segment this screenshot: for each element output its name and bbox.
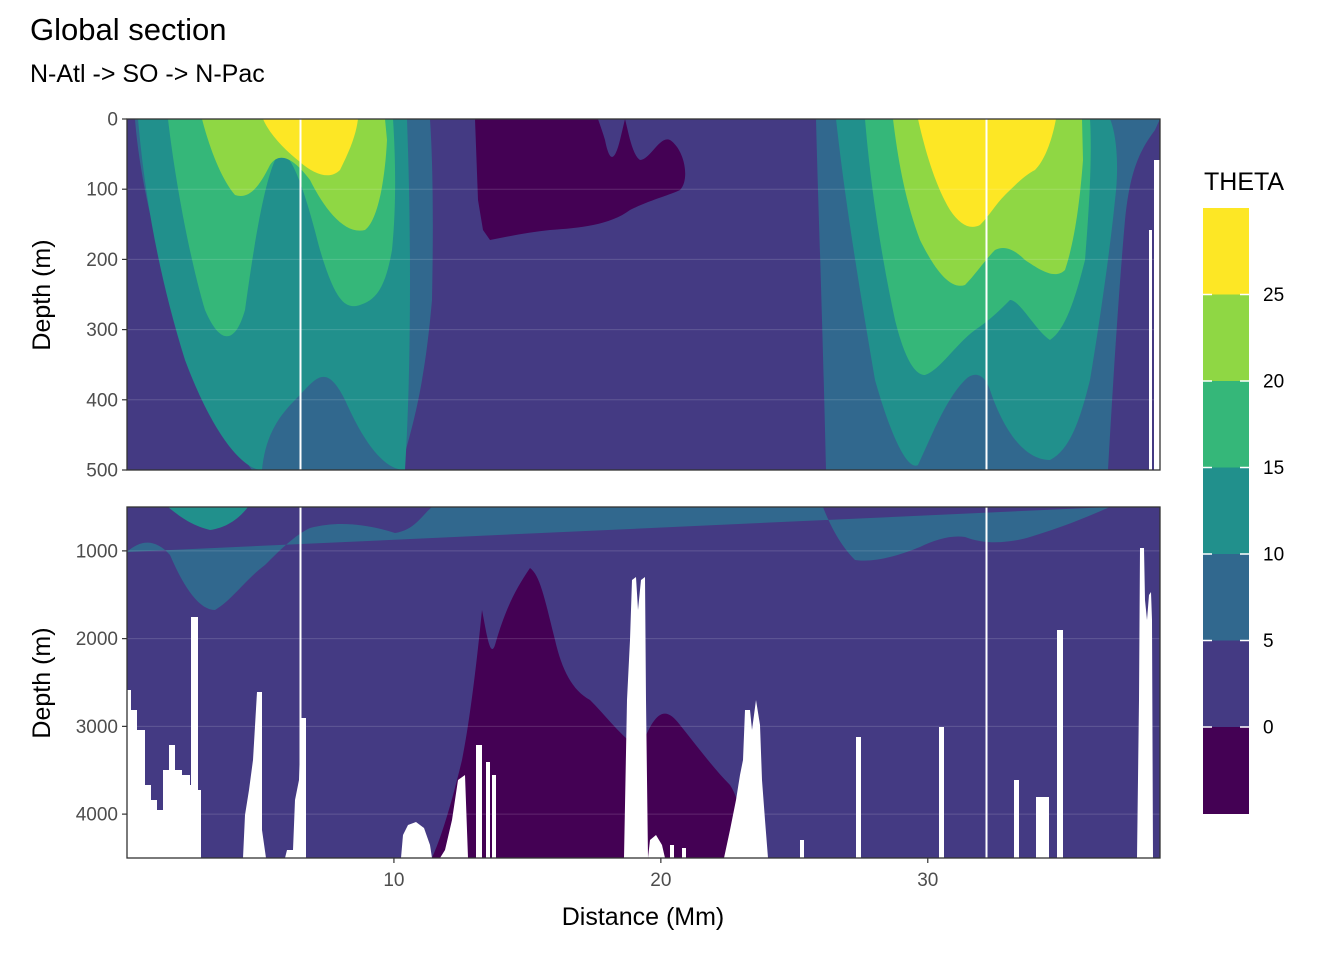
- legend-color-band: [1203, 640, 1249, 728]
- bathymetry-mask: [1014, 780, 1019, 858]
- legend-label: 0: [1263, 718, 1274, 739]
- legend-label: 20: [1263, 372, 1284, 393]
- legend-label: 10: [1263, 545, 1284, 566]
- lower-theta-5: [127, 507, 1110, 610]
- upper-mask-strip: [1149, 230, 1152, 470]
- bathymetry-mask: [191, 617, 198, 790]
- bathymetry-mask: [476, 745, 482, 858]
- bathymetry-mask: [486, 762, 490, 858]
- legend-color-band: [1203, 381, 1249, 468]
- bathymetry-mask: [1137, 548, 1153, 858]
- bathymetry-mask: [624, 577, 648, 858]
- lower-panel: 1000 2000 3000 4000: [76, 506, 1161, 859]
- lower-theta-10: [168, 507, 248, 530]
- lower-y-tick-label: 4000: [76, 805, 118, 826]
- upper-panel-border: [126, 118, 1161, 471]
- upper-y-tick-label: 400: [86, 390, 118, 411]
- bathymetry-mask: [648, 835, 665, 858]
- bathymetry-mask: [127, 690, 201, 858]
- legend-color-band: [1203, 467, 1249, 555]
- lower-y-tick-label: 2000: [76, 629, 118, 650]
- legend-color-band: [1203, 727, 1249, 814]
- x-axis: 10 20 30: [383, 858, 938, 891]
- lower-panel-border: [126, 506, 1161, 859]
- bathymetry-mask: [856, 737, 861, 858]
- bathymetry-mask: [1057, 630, 1063, 858]
- bathymetry-mask: [243, 692, 266, 858]
- lower-y-tick-label: 3000: [76, 717, 118, 738]
- upper-y-tick-label: 300: [86, 320, 118, 341]
- upper-y-tick-label: 100: [86, 180, 118, 201]
- lower-y-axis-title: Depth (m): [28, 627, 56, 738]
- x-tick-label: 20: [650, 870, 671, 891]
- upper-so-theta-0: [475, 119, 686, 240]
- upper-natl-theta-25: [263, 119, 358, 176]
- legend-label: 15: [1263, 458, 1284, 479]
- upper-y-tick-label: 500: [86, 461, 118, 482]
- bathymetry-mask: [682, 848, 686, 858]
- bathymetry-mask: [670, 845, 674, 858]
- legend-color-band: [1203, 294, 1249, 382]
- x-axis-title: Distance (Mm): [562, 903, 725, 931]
- x-tick-label: 30: [917, 870, 938, 891]
- bathymetry-mask: [440, 775, 468, 858]
- upper-panel: 0 100 200 300 400 500: [86, 110, 1161, 482]
- upper-y-tick-label: 0: [107, 110, 118, 131]
- legend-label: 25: [1263, 285, 1284, 306]
- upper-y-tick-label: 200: [86, 250, 118, 271]
- bathymetry-mask: [939, 727, 944, 858]
- bathymetry-mask: [401, 822, 432, 858]
- bathymetry-masks: [127, 548, 1153, 858]
- bathymetry-mask: [800, 840, 804, 858]
- legend-color-band: [1203, 208, 1249, 295]
- legend: THETA 25 20 15 10 5 0: [1203, 168, 1284, 814]
- legend-label: 5: [1263, 631, 1274, 652]
- legend-title: THETA: [1204, 168, 1284, 196]
- lower-y-tick-label: 1000: [76, 541, 118, 562]
- chart-subtitle: N-Atl -> SO -> N-Pac: [30, 60, 265, 88]
- bathymetry-mask: [1036, 797, 1049, 858]
- lower-theta-0: [432, 568, 748, 858]
- bathymetry-mask: [492, 775, 496, 858]
- upper-y-axis-title: Depth (m): [28, 239, 56, 350]
- upper-mask-strip: [1154, 160, 1160, 470]
- legend-color-band: [1203, 554, 1249, 641]
- chart-title: Global section: [30, 12, 227, 47]
- x-tick-label: 10: [383, 870, 404, 891]
- bathymetry-mask: [724, 700, 768, 858]
